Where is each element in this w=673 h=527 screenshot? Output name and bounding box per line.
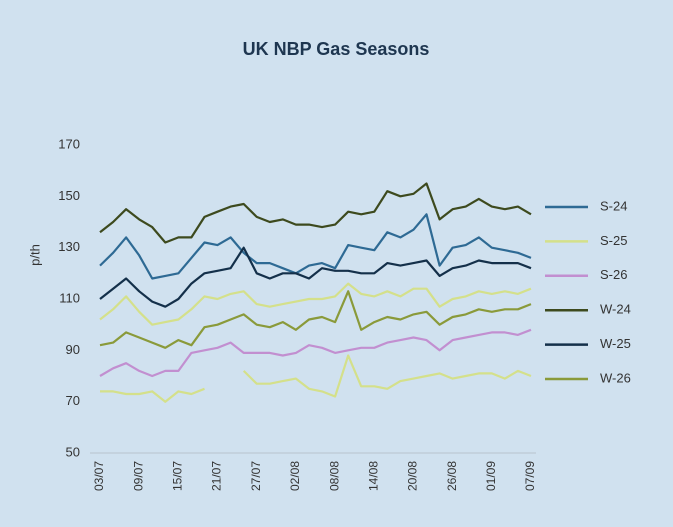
x-tick-label: 03/07 [92,461,106,491]
x-tick-label: 08/08 [327,461,341,491]
legend-label: W-24 [600,302,631,317]
series-line [99,213,532,280]
series-line [99,282,532,326]
legend-label: W-25 [600,336,631,351]
y-tick-label: 90 [66,342,80,357]
x-tick-label: 07/09 [523,461,537,491]
y-tick-label: 50 [66,444,80,459]
x-tick-label: 26/08 [445,461,459,491]
y-tick-label: 130 [58,239,80,254]
y-tick-label: 150 [58,188,80,203]
y-axis-label: p/th [27,244,42,266]
x-tick-label: 15/07 [171,461,185,491]
series-line [99,182,532,244]
x-tick-label: 09/07 [131,461,145,491]
legend-label: W-26 [600,370,631,385]
x-tick-label: 20/08 [406,461,420,491]
legend-label: S-26 [600,267,627,282]
y-tick-label: 170 [58,136,80,151]
series-line [100,354,532,403]
x-tick-label: 27/07 [249,461,263,491]
y-tick-label: 110 [59,290,80,305]
legend-label: S-25 [600,233,627,248]
x-tick-label: 21/07 [210,461,224,491]
chart-title: UK NBP Gas Seasons [243,39,430,59]
series-line [99,246,532,308]
x-tick-label: 14/08 [366,461,380,491]
x-tick-label: 02/08 [288,461,302,491]
legend-label: S-24 [600,198,627,213]
series-line [99,328,532,378]
y-tick-label: 70 [66,393,80,408]
series-line [99,290,532,349]
x-tick-label: 01/09 [484,461,498,491]
